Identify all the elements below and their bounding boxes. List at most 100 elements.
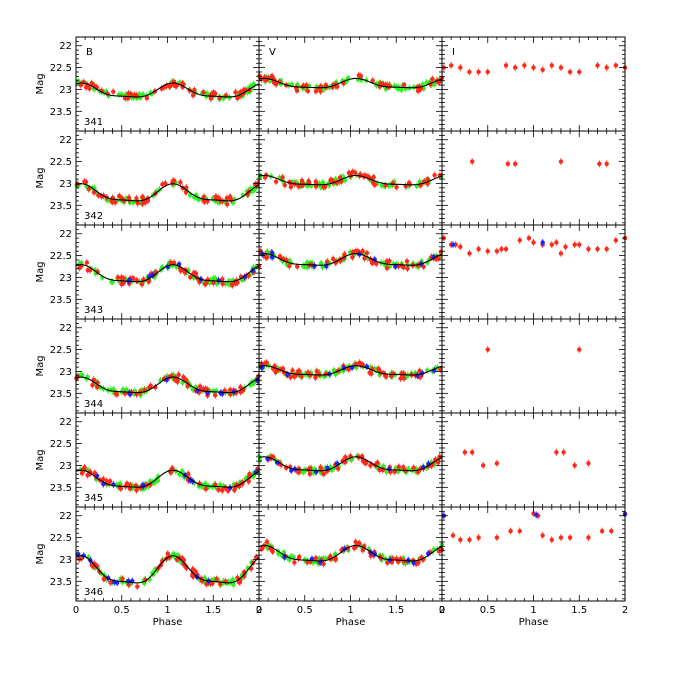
data-point-red [273, 82, 279, 87]
data-point-red [401, 376, 407, 381]
data-point-red [296, 184, 301, 189]
data-point-red [124, 481, 130, 486]
y-tick-label: 22 [59, 135, 72, 146]
data-point-red [228, 387, 233, 393]
band-label: V [269, 47, 276, 58]
data-point-red [398, 376, 403, 381]
data-point-red [567, 69, 573, 75]
data-point-red [220, 487, 225, 493]
data-point-blue [227, 485, 233, 491]
fit-curve [258, 456, 443, 472]
fit-curve [258, 544, 443, 562]
y-axis-label: Mag [35, 261, 46, 282]
data-point-red [369, 371, 374, 376]
data-point-red [273, 369, 278, 375]
data-point-green [177, 472, 182, 477]
data-point-green [156, 474, 161, 479]
data-point-red [503, 246, 509, 252]
x-tick-label: 0 [256, 605, 262, 616]
data-point-red [390, 371, 396, 376]
fit-curve [75, 82, 260, 98]
data-point-green [130, 200, 136, 205]
data-point-red [357, 540, 362, 546]
data-point-green [424, 80, 429, 85]
data-point-red [238, 90, 243, 95]
data-point-red [323, 82, 328, 88]
data-point-red [371, 174, 376, 180]
x-tick-label: 0.5 [480, 605, 496, 616]
data-point-red [376, 366, 381, 372]
data-point-red [213, 194, 219, 199]
data-point-red [540, 67, 545, 72]
data-point-green [79, 372, 85, 378]
x-tick-label: 1.5 [205, 605, 221, 616]
data-point-red [168, 470, 174, 475]
data-point-red [517, 238, 522, 243]
data-point-red [387, 83, 393, 89]
data-point-red [469, 159, 475, 164]
data-point-blue [250, 268, 255, 273]
data-point-red [220, 277, 225, 282]
panel-345-V [256, 412, 443, 508]
fit-curve [75, 469, 260, 488]
panel-342-B: 22 22.5 23 23.5 342 [50, 130, 261, 226]
data-point-red [174, 557, 180, 562]
data-point-green [120, 387, 126, 392]
data-point-red [126, 195, 132, 200]
data-point-red [78, 82, 84, 88]
data-point-red [235, 280, 240, 285]
data-point-red [183, 377, 189, 383]
data-point-red [485, 347, 490, 352]
panel-frame [258, 224, 443, 320]
data-point-red [294, 88, 300, 93]
data-point-red [362, 460, 368, 465]
data-point-green [218, 482, 223, 487]
data-point-red [273, 179, 279, 184]
data-point-red [467, 537, 472, 542]
panel-frame [75, 318, 260, 414]
x-tick-label: 2 [439, 605, 445, 616]
data-point-red [168, 83, 173, 89]
data-point-green [226, 282, 232, 287]
data-point-red [292, 374, 297, 379]
data-point-red [467, 69, 472, 75]
data-point-red [232, 487, 237, 493]
data-point-red [383, 374, 389, 379]
x-axis-label: Phase [519, 617, 549, 628]
data-point-red [503, 63, 509, 68]
data-point-red [108, 580, 113, 585]
x-tick-label: 1 [164, 605, 170, 616]
data-point-red [353, 539, 358, 545]
data-point-red [168, 260, 173, 265]
data-point-red [183, 190, 189, 195]
data-point-blue [114, 580, 120, 586]
panel-343-V [258, 224, 444, 320]
star-id-label: 342 [84, 211, 103, 222]
data-point-red [370, 260, 375, 266]
y-tick-label: 23 [59, 555, 72, 566]
data-point-red [358, 73, 364, 79]
data-point-red [313, 89, 319, 94]
data-point-red [112, 200, 118, 205]
data-point-red [163, 181, 168, 186]
star-id-label: 341 [84, 117, 103, 128]
star-id-label: 344 [84, 399, 103, 410]
data-point-red [290, 368, 295, 373]
data-point-red [220, 281, 225, 286]
y-axis-label: Mag [35, 543, 46, 564]
data-point-red [201, 194, 207, 200]
data-point-red [185, 383, 190, 389]
y-axis-label: Mag [35, 73, 46, 94]
data-point-green [320, 264, 325, 270]
y-tick-label: 23.5 [50, 389, 72, 400]
data-point-red [280, 175, 285, 180]
panel-frame [75, 412, 260, 508]
data-point-red [513, 65, 518, 70]
panel-344-V [257, 318, 443, 414]
data-point-red [135, 584, 140, 589]
data-point-green [318, 260, 324, 266]
data-point-red [549, 242, 554, 247]
data-point-red [83, 85, 89, 90]
data-point-blue [406, 557, 411, 563]
data-point-red [572, 463, 577, 468]
